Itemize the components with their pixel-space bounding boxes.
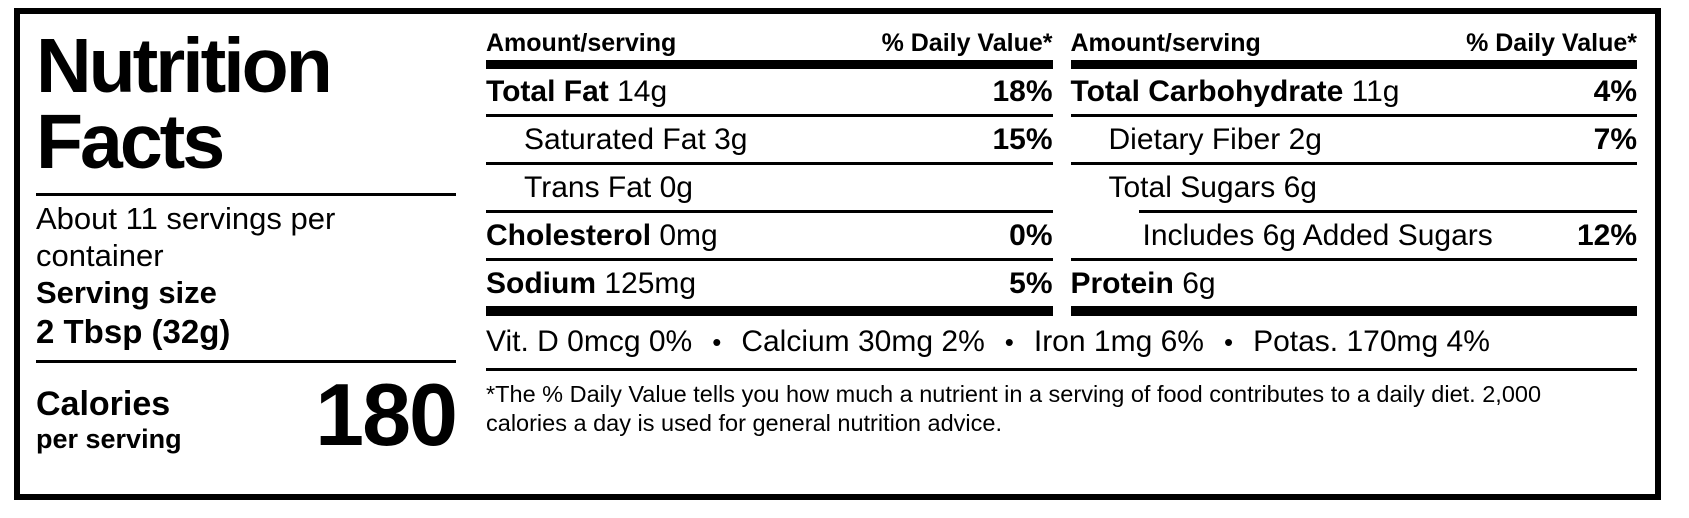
- header-amount-per-serving: Amount/serving: [486, 29, 677, 57]
- nutrient-column-carb-protein: Amount/serving % Daily Value* Total Carboh…: [1070, 22, 1638, 316]
- row-divider: [1070, 258, 1637, 261]
- row-divider: [486, 210, 1053, 213]
- label-title: Nutrition Facts: [36, 23, 456, 185]
- nutrient-amount: 3g: [714, 122, 748, 156]
- calories-label: Calories: [36, 385, 171, 423]
- nutrient-daily-value: 0%: [1009, 218, 1053, 252]
- nutrient-name-amount: Dietary Fiber 2g: [1071, 123, 1322, 157]
- micronutrient-vit: Vit. D 0mcg 0%: [486, 325, 693, 358]
- bullet-separator: •: [1223, 326, 1234, 357]
- nutrient-amount: 2g: [1288, 122, 1322, 156]
- nutrient-name-amount: Trans Fat 0g: [486, 171, 693, 205]
- nutrient-name: Sodium: [486, 266, 596, 300]
- nutrient-name: Total Fat: [486, 74, 609, 108]
- header-percent-daily-value: % Daily Value*: [881, 29, 1053, 57]
- nutrient-daily-value: 7%: [1593, 122, 1637, 156]
- nutrient-daily-value: 18%: [992, 74, 1053, 108]
- daily-value-footnote: *The % Daily Value tells you how much a …: [486, 381, 1542, 436]
- nutrient-name: Total Carbohydrate: [1070, 74, 1344, 108]
- nutrient-name-amount: Total Sugars 6g: [1071, 171, 1317, 205]
- nutrient-name: Saturated Fat: [524, 122, 706, 156]
- nutrient-name-amount: Protein 6g: [1071, 267, 1216, 301]
- nutrient-columns: Amount/serving % Daily Value* Total Fat 14…: [486, 22, 1637, 316]
- nutrient-row-trans-fat: Trans Fat 0g: [486, 165, 1053, 210]
- nutrient-name-amount: Saturated Fat 3g: [486, 123, 748, 157]
- bullet-separator: •: [712, 326, 722, 357]
- calories-sublabel: per serving: [36, 424, 182, 454]
- nutrient-row-total-carbohydrate: Total Carbohydrate 11g 4%: [1071, 69, 1638, 114]
- calories-labels: Calories per serving: [36, 385, 182, 455]
- nutrient-amount: 6g: [1283, 170, 1317, 204]
- nutrient-row-dietary-fiber: Dietary Fiber 2g 7%: [1071, 117, 1638, 162]
- header-amount-per-serving: Amount/serving: [1070, 29, 1261, 57]
- column-header: Amount/serving % Daily Value*: [486, 22, 1053, 69]
- nutrient-row-saturated-fat: Saturated Fat 3g 15%: [486, 117, 1053, 162]
- nutrient-name: Cholesterol: [486, 218, 652, 252]
- header-percent-daily-value: % Daily Value*: [1466, 29, 1637, 57]
- column-header: Amount/serving % Daily Value*: [1070, 22, 1637, 69]
- nutrient-amount: 0mg: [659, 218, 718, 252]
- row-divider: [1070, 162, 1637, 165]
- nutrient-row-sodium: Sodium 125mg 5%: [486, 261, 1053, 306]
- label-title-line1: Nutrition: [36, 23, 333, 109]
- serving-size-value: 2 Tbsp (32g): [36, 313, 231, 350]
- nutrient-amount: 125mg: [604, 266, 697, 300]
- nutrient-name: Total Sugars: [1108, 170, 1276, 204]
- row-divider: [1070, 114, 1637, 117]
- nutrient-row-cholesterol: Cholesterol 0mg 0%: [486, 213, 1053, 258]
- nutrient-name: Protein: [1070, 266, 1174, 300]
- row-divider: [486, 258, 1053, 261]
- nutrient-name-amount: Total Carbohydrate 11g: [1071, 75, 1400, 109]
- servings-per-container: About 11 servings per container: [36, 201, 336, 273]
- nutrient-name-amount: Includes 6g Added Sugars: [1071, 219, 1493, 253]
- nutrient-name-amount: Sodium 125mg: [486, 267, 696, 301]
- nutrient-column-fat-sodium: Amount/serving % Daily Value* Total Fat 14…: [486, 22, 1053, 316]
- nutrient-name-amount: Total Fat 14g: [486, 75, 667, 109]
- bullet-separator: •: [1004, 326, 1014, 357]
- nutrient-amount: 6g: [1182, 266, 1216, 300]
- nutrient-columns-section: Amount/serving % Daily Value* Total Fat 14…: [486, 22, 1637, 494]
- nutrient-daily-value: 4%: [1593, 74, 1637, 108]
- nutrient-amount: 14g: [617, 74, 668, 108]
- row-divider: [486, 114, 1053, 117]
- nutrient-name: Includes 6g Added Sugars: [1142, 218, 1493, 252]
- label-left-column: Nutrition Facts About 11 servings per co…: [36, 23, 458, 494]
- serving-size-label: Serving size: [36, 275, 217, 310]
- nutrient-row-includes-6g-added-sugars: Includes 6g Added Sugars 12%: [1071, 213, 1638, 258]
- nutrient-row-total-fat: Total Fat 14g 18%: [486, 69, 1053, 114]
- nutrient-row-total-sugars: Total Sugars 6g: [1071, 165, 1638, 210]
- micronutrients-row: Vit. D 0mcg 0% • Calcium 30mg 2% • Iron 1mg …: [486, 316, 1637, 371]
- serving-divider: [36, 360, 456, 363]
- nutrient-daily-value: 12%: [1576, 218, 1637, 252]
- nutrient-amount: 0g: [659, 170, 693, 204]
- label-title-line2: Facts: [36, 99, 225, 185]
- nutrient-amount: 11g: [1351, 74, 1400, 108]
- row-divider: [1138, 210, 1637, 213]
- nutrient-row-protein: Protein 6g: [1071, 261, 1638, 306]
- nutrient-name: Trans Fat: [524, 170, 652, 204]
- row-divider: [486, 162, 1053, 165]
- nutrient-name: Dietary Fiber: [1108, 122, 1281, 156]
- micronutrient-iron: Iron 1mg 6%: [1033, 325, 1204, 358]
- micronutrient-calcium: Calcium 30mg 2%: [741, 325, 985, 358]
- calories-row: Calories per serving 180: [36, 365, 458, 464]
- micronutrient-potas: Potas. 170mg 4%: [1253, 325, 1490, 358]
- nutrient-name-amount: Cholesterol 0mg: [486, 219, 718, 253]
- nutrition-facts-panel: Nutrition Facts About 11 servings per co…: [14, 8, 1661, 500]
- nutrient-daily-value: 15%: [992, 122, 1053, 156]
- calories-value: 180: [315, 365, 458, 464]
- title-divider: [36, 193, 456, 196]
- nutrient-daily-value: 5%: [1009, 266, 1053, 300]
